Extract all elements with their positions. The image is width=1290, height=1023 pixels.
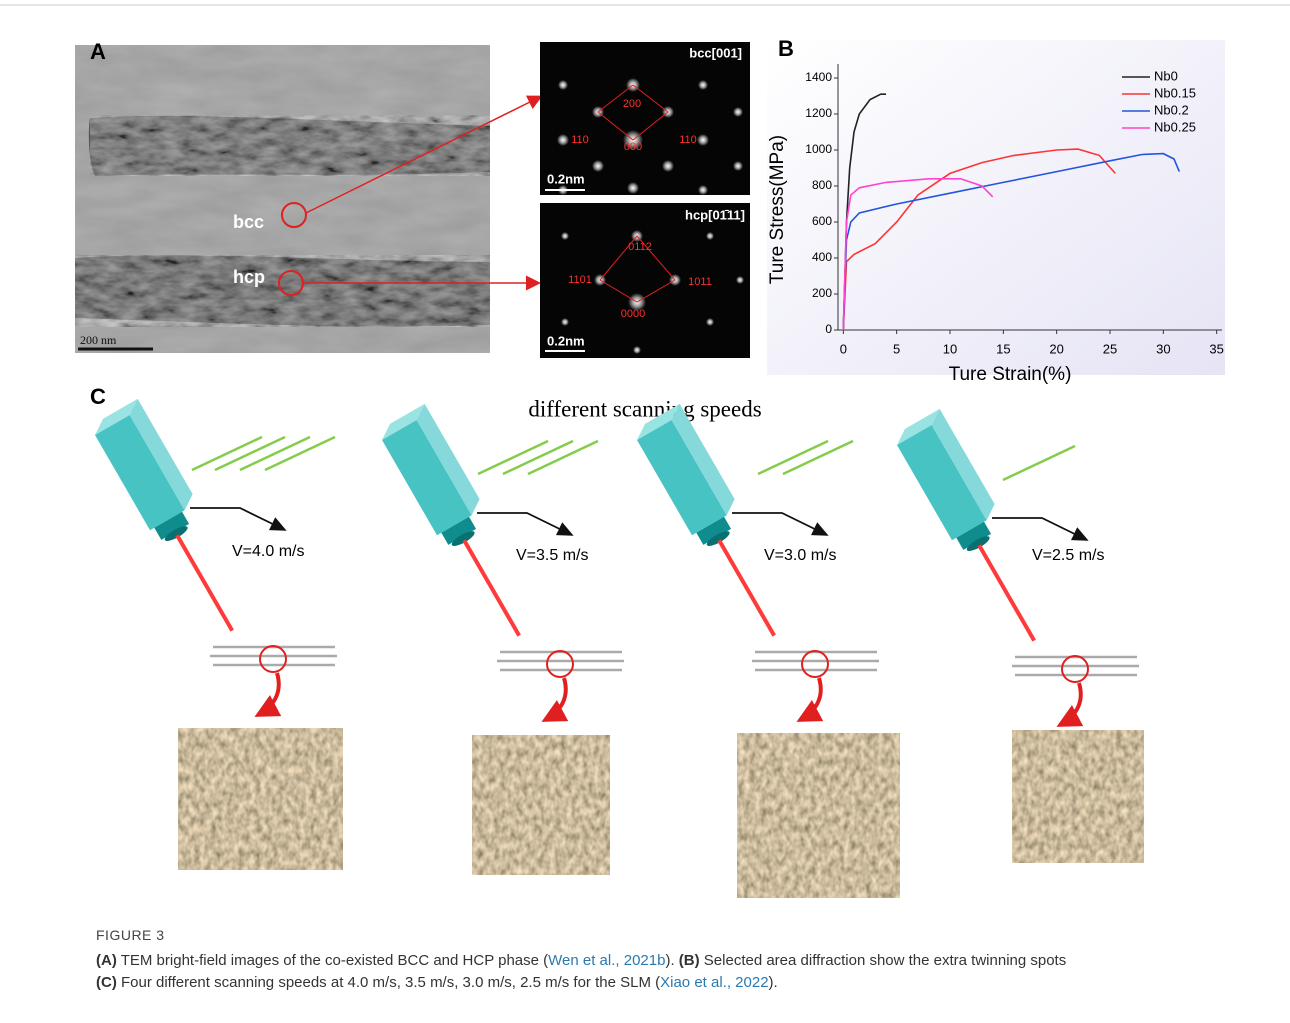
spot-label: 0000 xyxy=(621,308,645,320)
y-tick-label: 400 xyxy=(812,250,832,264)
panel-label: B xyxy=(778,36,794,61)
citation-link[interactable]: Wen et al., 2021b xyxy=(548,952,665,969)
caption-segment: ). xyxy=(769,974,778,991)
caption-segment: Selected area diffraction show the extra… xyxy=(700,952,1067,969)
caption-segment: (A) xyxy=(96,952,117,969)
caption-line: (C) Four different scanning speeds at 4.… xyxy=(96,972,1276,994)
y-tick-label: 800 xyxy=(812,178,832,192)
y-tick-label: 600 xyxy=(812,214,832,228)
spot-label: 110 xyxy=(679,134,697,146)
x-tick-label: 0 xyxy=(840,341,847,356)
speed-label: V=4.0 m/s xyxy=(232,543,304,560)
panel-label: A xyxy=(90,39,106,64)
spot-label: 110 xyxy=(571,134,589,146)
caption-line: (A) TEM bright-field images of the co-ex… xyxy=(96,950,1276,972)
spot-label: 1011 xyxy=(688,276,712,288)
caption: FIGURE 3 (A) TEM bright-field images of … xyxy=(96,924,1276,994)
speed-label: V=3.5 m/s xyxy=(516,547,588,564)
caption-segment: Four different scanning speeds at 4.0 m/… xyxy=(117,974,660,991)
legend-label: Nb0 xyxy=(1154,68,1178,83)
legend-label: Nb0.2 xyxy=(1154,102,1189,117)
spot-label: 1101 xyxy=(568,274,592,286)
x-tick-label: 5 xyxy=(893,341,900,356)
scale-label: 0.2nm xyxy=(547,171,585,186)
legend-label: Nb0.25 xyxy=(1154,119,1196,134)
spot-label: 000 xyxy=(624,141,642,153)
x-tick-label: 25 xyxy=(1103,341,1117,356)
caption-segment: (B) xyxy=(679,952,700,969)
phase-label: bcc xyxy=(233,212,264,232)
tem-image xyxy=(75,45,490,353)
y-tick-label: 0 xyxy=(825,322,832,336)
citation-link[interactable]: Xiao et al., 2022 xyxy=(660,974,768,991)
speed-label: V=2.5 m/s xyxy=(1032,547,1104,564)
page: {"panel_a": {"label": "A", "phase_labels… xyxy=(0,0,1290,1023)
y-tick-label: 1000 xyxy=(805,142,832,156)
spot-label: 200 xyxy=(623,98,641,110)
x-tick-label: 10 xyxy=(943,341,957,356)
x-axis-label: Ture Strain(%) xyxy=(949,364,1072,385)
phase-label: hcp xyxy=(233,267,265,287)
sample-photos xyxy=(178,728,1144,898)
caption-text: (A) TEM bright-field images of the co-ex… xyxy=(96,950,1276,994)
figure-label: FIGURE 3 xyxy=(96,924,1276,946)
y-tick-label: 200 xyxy=(812,286,832,300)
y-tick-label: 1400 xyxy=(805,70,832,84)
scale-label: 0.2nm xyxy=(547,333,585,348)
laser xyxy=(892,409,1139,725)
zone-axis: bcc[001] xyxy=(689,45,742,60)
legend-label: Nb0.15 xyxy=(1154,85,1196,100)
x-tick-label: 30 xyxy=(1156,341,1170,356)
figure: A bcc hcp 200 nm bcc[001] 200 110 110 00… xyxy=(0,0,1290,920)
caption-segment: ). xyxy=(665,952,678,969)
y-tick-label: 1200 xyxy=(805,106,832,120)
panel-label: C xyxy=(90,384,106,409)
x-tick-label: 15 xyxy=(996,341,1010,356)
x-tick-label: 35 xyxy=(1209,341,1223,356)
caption-segment: (C) xyxy=(96,974,117,991)
panel-title: different scanning speeds xyxy=(528,396,761,421)
y-axis-label: Ture Stress(MPa) xyxy=(767,135,788,284)
laser xyxy=(632,404,879,720)
scale-bar-label: 200 nm xyxy=(80,333,117,347)
speed-label: V=3.0 m/s xyxy=(764,547,836,564)
spot-label: 0112 xyxy=(628,241,652,253)
zone-axis: hcp[01̄11] xyxy=(685,207,745,222)
x-tick-label: 20 xyxy=(1049,341,1063,356)
caption-segment: TEM bright-field images of the co-existe… xyxy=(117,952,548,969)
